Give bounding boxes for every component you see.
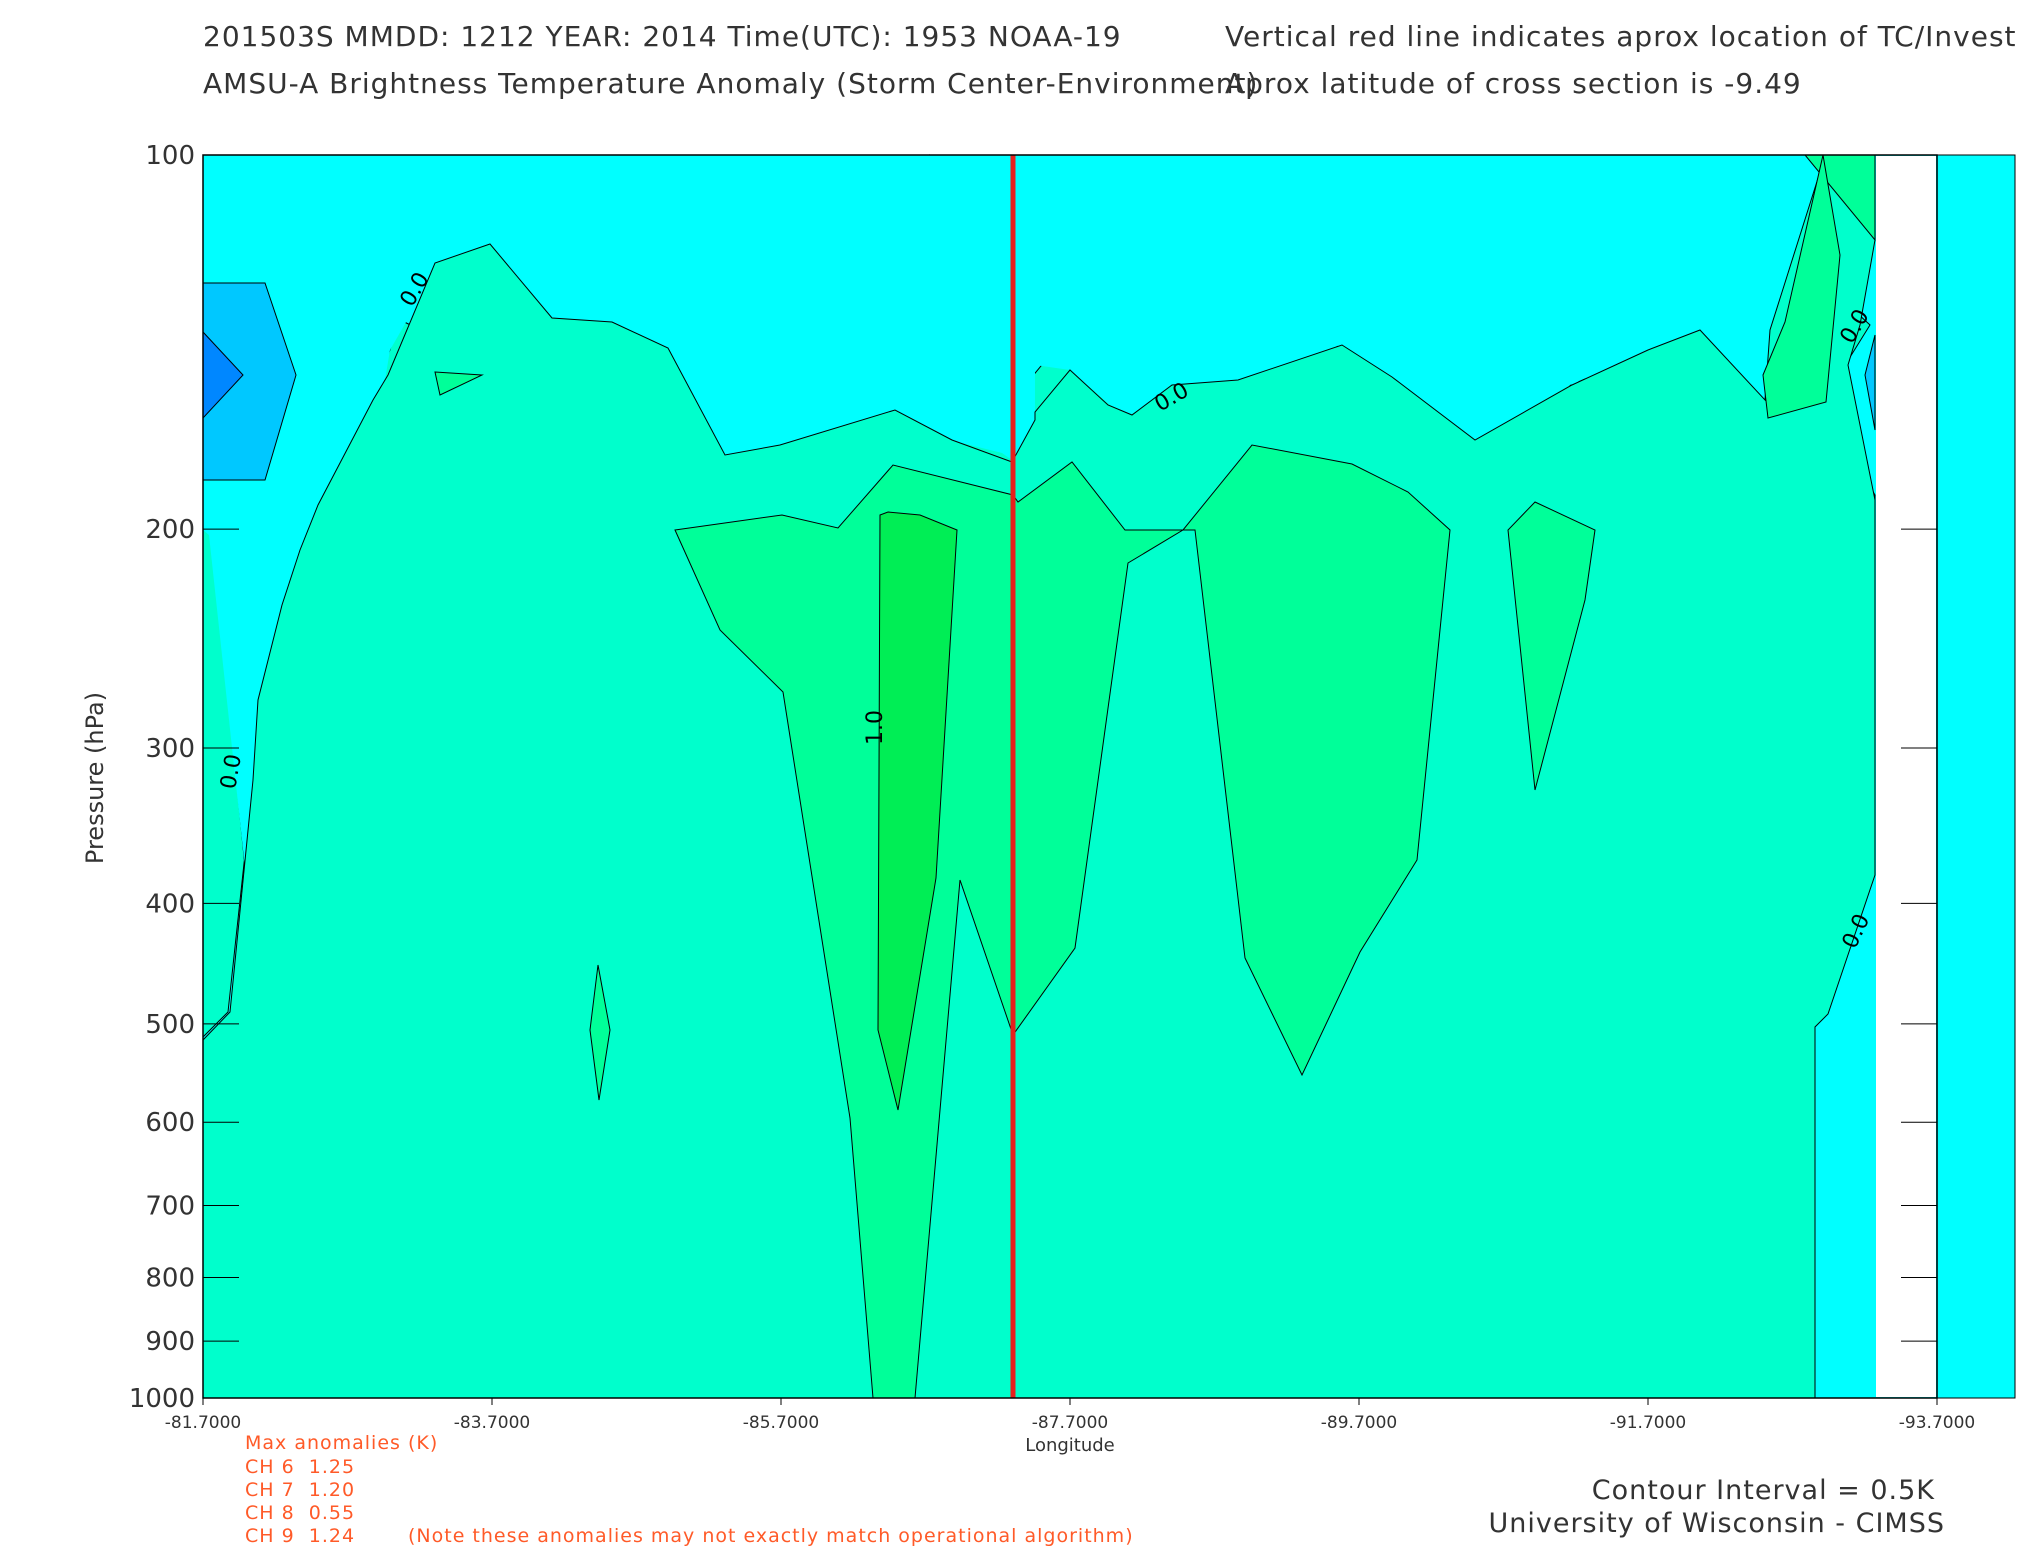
y-axis-label: Pressure (hPa) (81, 692, 109, 864)
y-tick-label: 700 (145, 1191, 195, 1221)
header-note: Vertical red line indicates aprox locati… (1225, 20, 2017, 53)
header-latitude: Aprox latitude of cross section is -9.49 (1225, 67, 1802, 100)
y-tick-label: 100 (145, 141, 195, 171)
blank-strip (1876, 156, 1936, 1397)
x-tick-label: -81.7000 (165, 1413, 241, 1433)
max-anomaly-row: CH 9 1.24 (245, 1525, 356, 1547)
x-tick-label: -91.7000 (1610, 1413, 1686, 1433)
y-tick-label: 200 (145, 515, 195, 545)
y-tick-label: 800 (145, 1264, 195, 1294)
credit-text: University of Wisconsin - CIMSS (1488, 1508, 1945, 1539)
y-axis-ticks: 100 200 300 400 500 600 700 800 900 1000 (129, 141, 1937, 1414)
header-title: 201503S MMDD: 1212 YEAR: 2014 Time(UTC):… (203, 20, 1122, 53)
fill-onehalf (877, 511, 958, 1111)
anomaly-note: (Note these anomalies may not exactly ma… (408, 1525, 1134, 1547)
max-anomaly-row: CH 6 1.25 (245, 1456, 356, 1478)
contour-interval: Contour Interval = 0.5K (1591, 1475, 1935, 1506)
max-anomalies-title: Max anomalies (K) (245, 1432, 439, 1454)
max-anomaly-row: CH 7 1.20 (245, 1479, 356, 1501)
fill-one-right (1507, 501, 1596, 791)
y-tick-label: 900 (145, 1327, 195, 1357)
max-anomaly-row: CH 8 0.55 (245, 1502, 356, 1524)
fill-right-lightblue (1864, 334, 1876, 431)
y-tick-label: 1000 (129, 1384, 195, 1414)
y-tick-label: 400 (145, 889, 195, 919)
fill-right-cyan (1815, 875, 1875, 1398)
contour-fills (202, 154, 2016, 1399)
x-tick-label: -89.7000 (1321, 1413, 1397, 1433)
header-subtitle: AMSU-A Brightness Temperature Anomaly (S… (203, 67, 1259, 100)
x-axis-label: Longitude (1025, 1435, 1115, 1456)
y-tick-label: 500 (145, 1010, 195, 1040)
y-tick-label: 600 (145, 1108, 195, 1138)
fill-upper-cyan (203, 155, 1875, 1398)
x-tick-label: -87.7000 (1032, 1413, 1108, 1433)
fill-one-blob-b (589, 964, 611, 1101)
x-axis-ticks: -81.7000 -83.7000 -85.7000 -87.7000 -89.7000… (165, 1398, 1975, 1433)
contour-label: 1.0 (863, 710, 888, 745)
x-tick-label: -85.7000 (743, 1413, 819, 1433)
y-tick-label: 300 (145, 734, 195, 764)
x-tick-label: -83.7000 (454, 1413, 530, 1433)
x-tick-label: -93.7000 (1899, 1413, 1975, 1433)
fill-one-blob-a (434, 371, 484, 396)
fill-one-topright-b (1762, 154, 1841, 419)
contour-label: 0.0 (216, 752, 247, 791)
